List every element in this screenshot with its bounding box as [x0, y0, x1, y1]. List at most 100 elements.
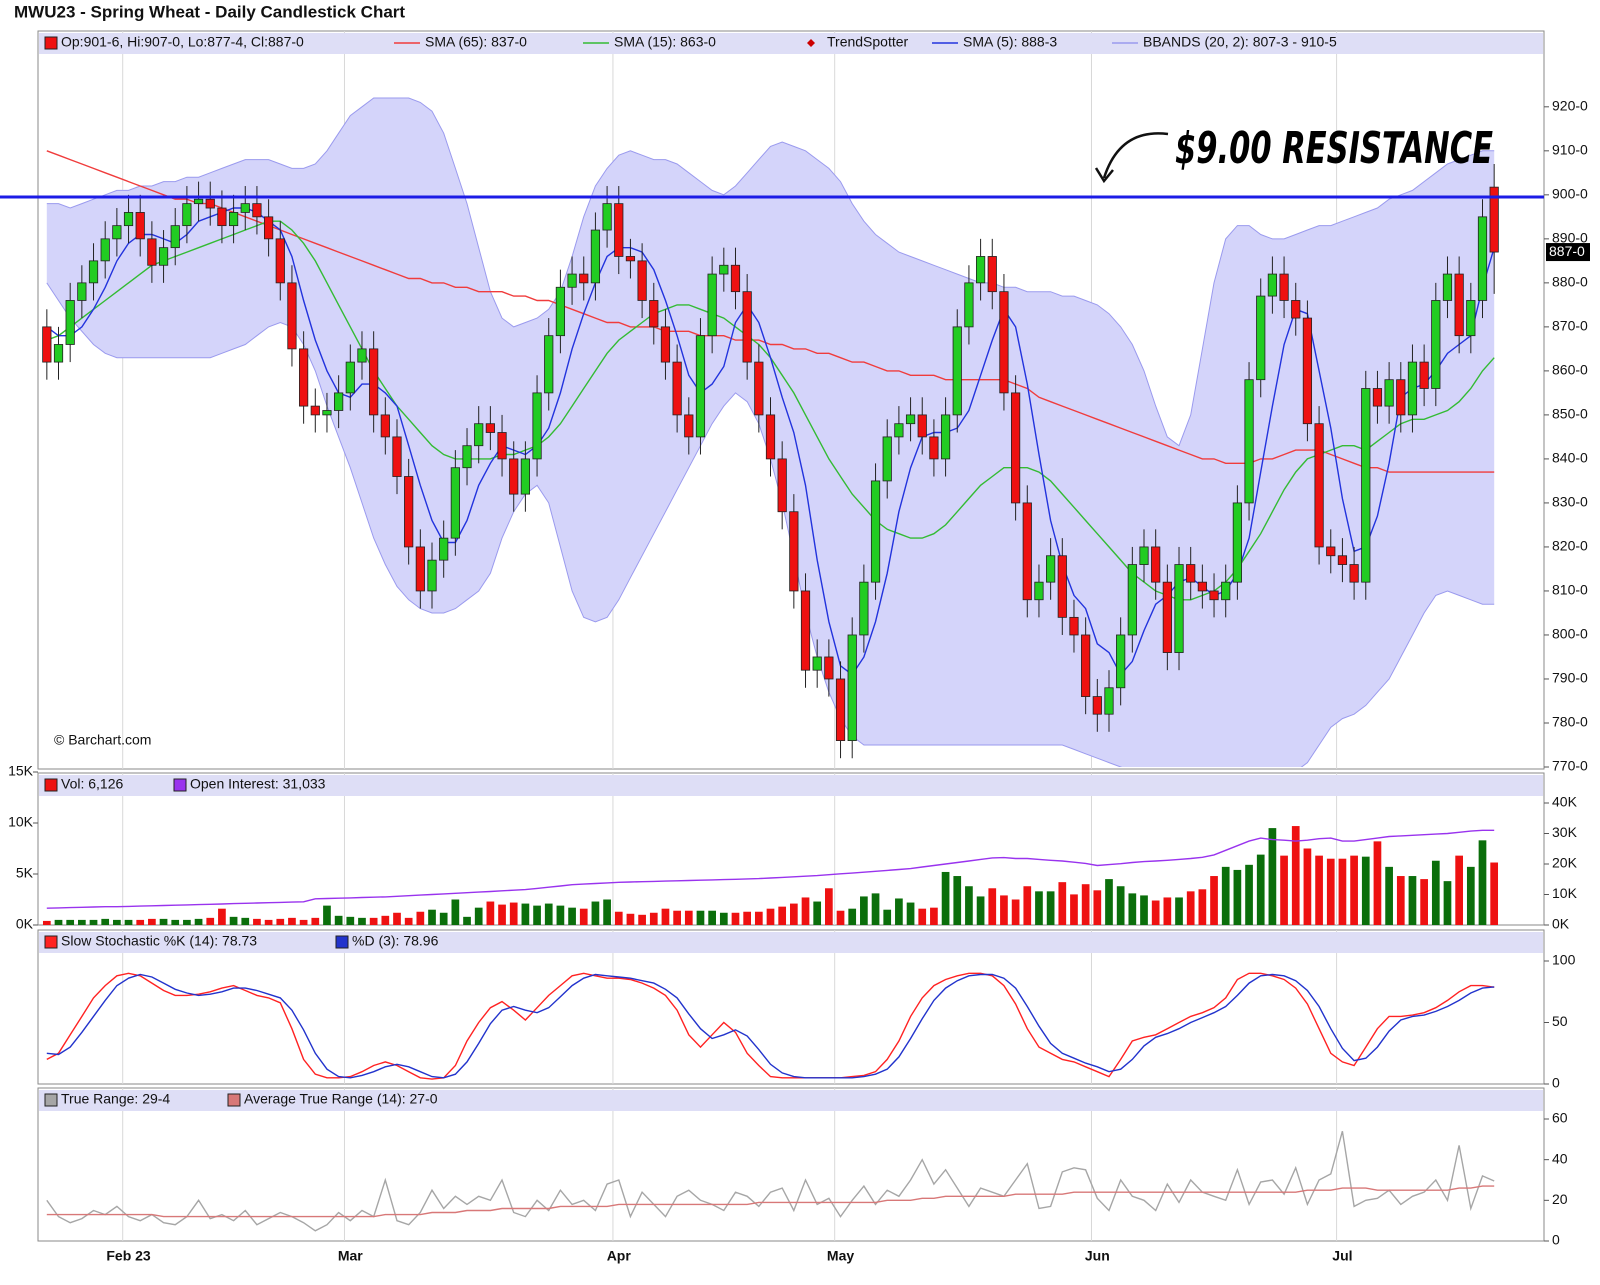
- candle-body: [1209, 590, 1219, 601]
- candle-body: [952, 326, 962, 416]
- candle-body: [1174, 564, 1184, 653]
- candle-body: [1069, 616, 1079, 636]
- candle-body: [193, 198, 204, 205]
- volume-bar: [684, 910, 693, 925]
- volume-bar: [556, 905, 565, 925]
- volume-bar: [1210, 876, 1218, 925]
- candle-body: [404, 476, 414, 548]
- candle-body: [894, 423, 904, 438]
- candle-body: [742, 291, 752, 363]
- candle-body: [1291, 300, 1301, 319]
- candle-body: [462, 445, 472, 469]
- candle-body: [847, 634, 857, 741]
- candle-body: [100, 238, 110, 262]
- legend-swatch: [44, 935, 58, 949]
- legend-label: Slow Stochastic %K (14): 78.73: [61, 933, 257, 949]
- volume-bar: [136, 919, 145, 925]
- legend-swatch: [227, 1093, 241, 1107]
- y-tick-label: 20: [1552, 1191, 1568, 1207]
- volume-bar: [1163, 897, 1172, 925]
- volume-bar: [871, 893, 880, 925]
- volume-bar: [521, 903, 530, 925]
- volume-bar: [78, 919, 86, 925]
- volume-bar: [393, 912, 401, 925]
- volume-bar: [1128, 893, 1137, 925]
- volume-bar: [428, 909, 436, 925]
- candle-body: [1372, 388, 1383, 407]
- volume-bar: [673, 910, 681, 925]
- candle-body: [602, 203, 612, 231]
- indicator-line: [46, 972, 1495, 1080]
- volume-bar: [1175, 897, 1183, 925]
- candle-body: [800, 590, 811, 671]
- volume-bar: [1233, 869, 1242, 925]
- annotation-arrow: [1102, 132, 1169, 179]
- volume-bar: [241, 917, 250, 925]
- legend-label: TrendSpotter: [827, 34, 909, 50]
- candle-body: [870, 480, 881, 583]
- candle-body: [1186, 564, 1196, 583]
- y-tick-label: 20K: [1552, 855, 1578, 871]
- candle-body: [964, 282, 974, 328]
- y-tick-label: 40K: [1552, 794, 1578, 810]
- legend-label: Average True Range (14): 27-0: [244, 1091, 438, 1107]
- last-price-box: [1546, 243, 1590, 262]
- volume-bar: [1431, 860, 1440, 925]
- candle-body: [485, 423, 495, 433]
- volume-bar: [498, 904, 506, 925]
- candle-body: [789, 511, 799, 592]
- oi-line: [46, 829, 1495, 909]
- candle-body: [1361, 388, 1371, 583]
- volume-bar: [1455, 855, 1463, 925]
- volume-bar: [381, 915, 390, 925]
- x-tick-label: May: [827, 1248, 854, 1264]
- volume-bar: [1198, 889, 1207, 925]
- volume-bar: [1105, 879, 1113, 925]
- candle-body: [1407, 361, 1418, 416]
- candle-body: [1442, 273, 1453, 301]
- candle-body: [88, 260, 99, 284]
- candle-body: [205, 198, 215, 209]
- volume-bar: [404, 917, 413, 925]
- candle-body: [65, 300, 75, 345]
- candle-body: [240, 203, 250, 213]
- candle-body: [1384, 379, 1394, 407]
- volume-bar: [148, 918, 156, 925]
- y-tick-label: 50: [1552, 1013, 1568, 1029]
- candle-body: [649, 300, 659, 328]
- y-tick-label: 900-0: [1552, 186, 1588, 202]
- candle-body: [672, 361, 682, 416]
- volume-bar: [171, 919, 180, 925]
- volume-bar: [626, 913, 635, 925]
- candle-body: [147, 238, 157, 266]
- candle-body: [824, 656, 834, 680]
- volume-bar: [930, 907, 938, 925]
- candle-body: [345, 361, 355, 394]
- volume-bar: [965, 886, 973, 925]
- y-tick-label: 10K: [8, 814, 34, 830]
- volume-bar: [1268, 828, 1277, 925]
- candle-body: [1267, 273, 1277, 297]
- volume-bar: [579, 908, 588, 925]
- volume-bar: [696, 910, 705, 925]
- indicator-line: [46, 1185, 1495, 1218]
- volume-bar: [1443, 881, 1452, 925]
- legend-bar: [39, 932, 1543, 953]
- candle-body: [252, 203, 262, 218]
- candle-body: [765, 414, 776, 460]
- legend-bar: [39, 775, 1543, 796]
- candle-body: [590, 229, 601, 284]
- volume-bar: [1291, 826, 1300, 925]
- volume-bar: [1011, 899, 1020, 925]
- source-note: © Barchart.com: [54, 732, 151, 748]
- legend-label: True Range: 29-4: [61, 1091, 170, 1107]
- candle-body: [1314, 423, 1324, 548]
- candle-body: [625, 256, 636, 262]
- indicator-line: [46, 1131, 1495, 1232]
- volume-bar: [754, 911, 763, 925]
- volume-bar: [953, 876, 962, 925]
- y-tick-label: 0: [1552, 1075, 1560, 1091]
- volume-bar: [708, 910, 716, 925]
- candle-body: [369, 348, 379, 416]
- candle-body: [1419, 361, 1429, 389]
